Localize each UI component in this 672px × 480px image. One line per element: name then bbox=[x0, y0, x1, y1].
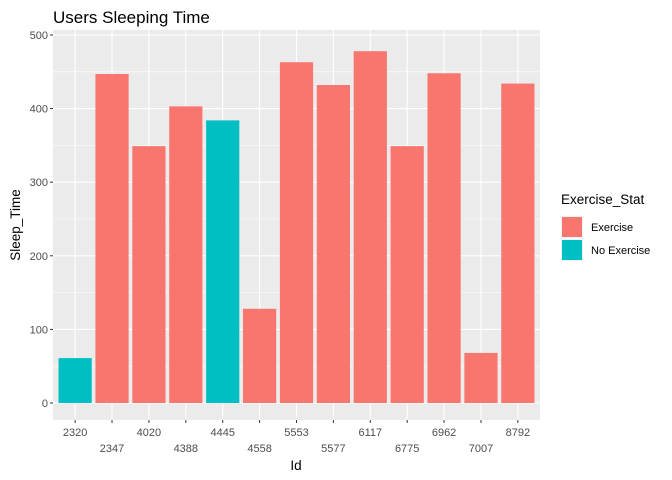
legend-label: No Exercise bbox=[591, 245, 650, 257]
x-tick-label: 2320 bbox=[63, 427, 87, 439]
x-tick-label: 5577 bbox=[321, 443, 345, 455]
x-tick-label: 4020 bbox=[137, 427, 161, 439]
bar-5577 bbox=[316, 85, 350, 403]
x-tick-label: 5553 bbox=[284, 427, 308, 439]
bar-8792 bbox=[501, 83, 535, 404]
bar-7007 bbox=[464, 352, 498, 403]
x-tick-label: 6117 bbox=[358, 427, 382, 439]
bar-6962 bbox=[427, 73, 461, 403]
chart-title: Users Sleeping Time bbox=[53, 8, 210, 27]
y-tick-label: 400 bbox=[30, 104, 48, 116]
y-tick-label: 200 bbox=[30, 251, 48, 263]
x-tick-label: 6775 bbox=[395, 443, 419, 455]
legend-title: Exercise_Stat bbox=[561, 192, 645, 207]
y-tick-label: 300 bbox=[30, 177, 48, 189]
x-tick-label: 6962 bbox=[432, 427, 456, 439]
y-tick-label: 0 bbox=[42, 398, 48, 410]
x-axis-title: Id bbox=[290, 458, 301, 473]
x-tick-label: 7007 bbox=[469, 443, 493, 455]
bar-5553 bbox=[279, 62, 314, 404]
x-tick-label: 4388 bbox=[174, 443, 198, 455]
bar-4020 bbox=[132, 146, 166, 404]
bar-6117 bbox=[353, 51, 387, 403]
bars bbox=[58, 51, 535, 404]
y-tick-label: 500 bbox=[30, 30, 48, 42]
bar-4558 bbox=[243, 308, 277, 403]
y-axis-title: Sleep_Time bbox=[8, 189, 23, 261]
x-tick-label: 8792 bbox=[506, 427, 530, 439]
legend-swatch-no-exercise bbox=[562, 240, 582, 260]
legend: Exercise_Stat Exercise No Exercise bbox=[561, 192, 650, 261]
legend-swatch-exercise bbox=[562, 217, 582, 237]
x-axis: 2320 2347 4020 4388 4445 4558 5553 5577 6117 6775… bbox=[63, 420, 530, 455]
bar-4388 bbox=[169, 106, 203, 403]
y-axis: 0 100 200 300 400 500 bbox=[30, 30, 53, 410]
bar-2320 bbox=[58, 358, 92, 403]
bar-4445 bbox=[206, 120, 240, 403]
bar-6775 bbox=[390, 146, 424, 404]
bar-2347 bbox=[95, 74, 129, 404]
y-tick-label: 100 bbox=[30, 324, 48, 336]
x-tick-label: 4445 bbox=[210, 427, 234, 439]
legend-label: Exercise bbox=[591, 222, 633, 234]
x-tick-label: 2347 bbox=[100, 443, 124, 455]
x-tick-label: 4558 bbox=[247, 443, 271, 455]
